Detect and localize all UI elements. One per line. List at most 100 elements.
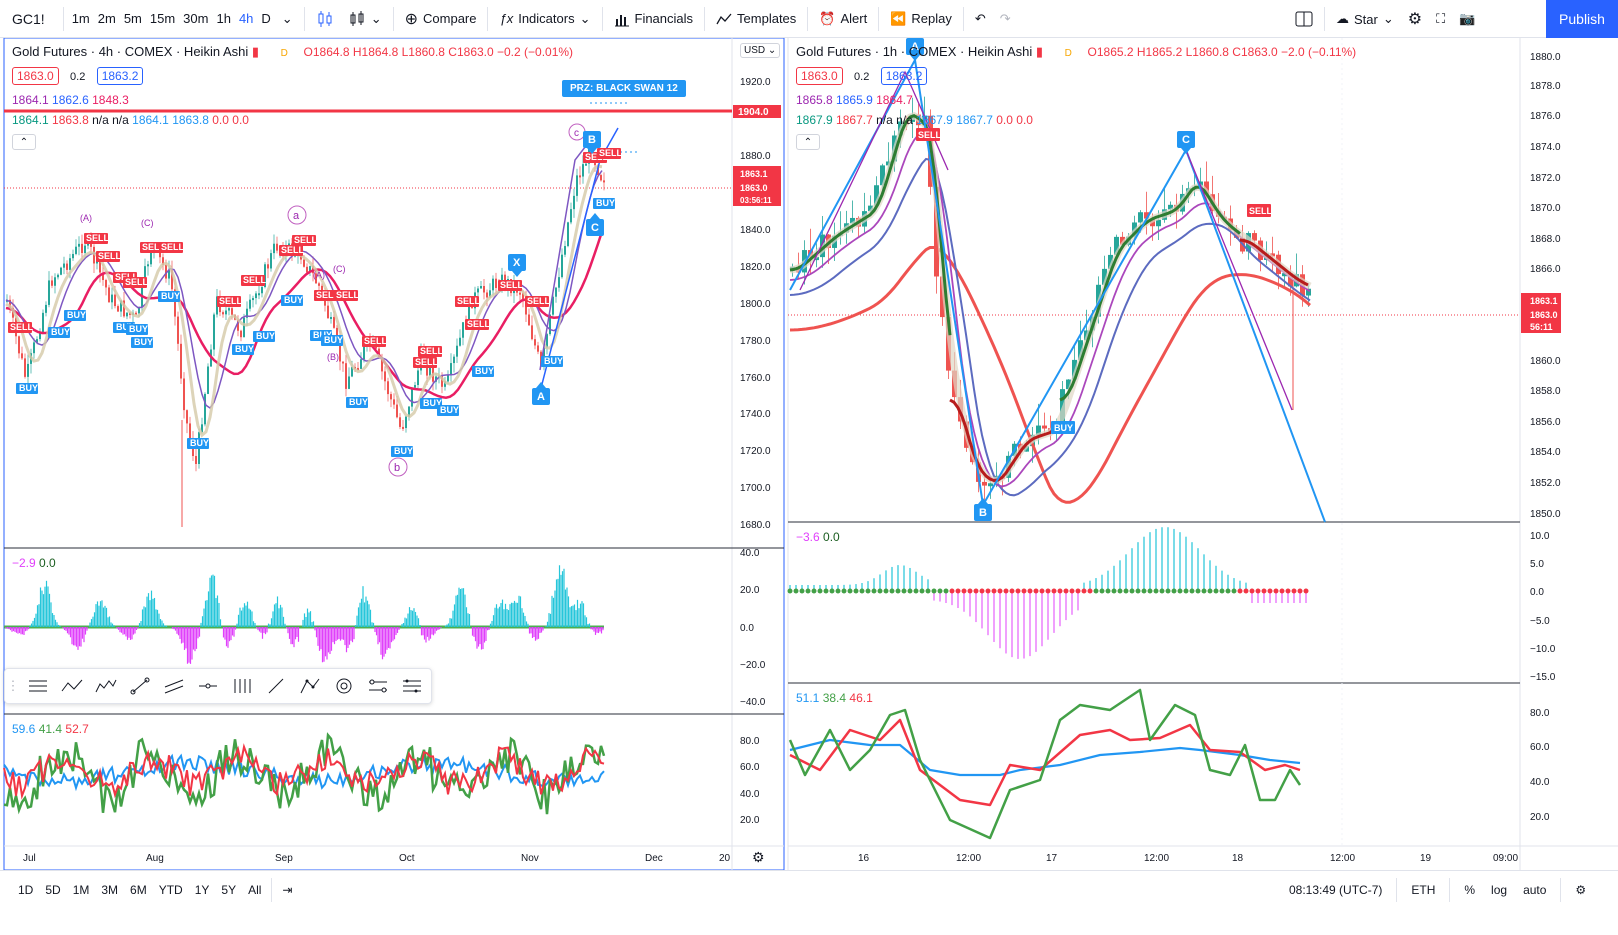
goto-date-button[interactable]: ⇥	[276, 883, 298, 897]
elliott-wave-tool[interactable]	[89, 671, 123, 701]
interval-1m[interactable]: 1m	[71, 11, 90, 26]
collapse-legend-button[interactable]: ⌃	[796, 134, 820, 150]
candle	[180, 343, 182, 379]
range-1m[interactable]: 1M	[72, 882, 90, 897]
range-1d[interactable]: 1D	[18, 882, 34, 897]
log-toggle[interactable]: log	[1491, 882, 1508, 897]
interval-5m[interactable]: 5m	[123, 11, 142, 26]
currency-button[interactable]: USD ⌄	[740, 43, 781, 58]
axis-label: 60.0	[740, 762, 760, 773]
interval-4h[interactable]: 4h	[238, 11, 254, 26]
candle	[42, 312, 44, 333]
ma-value: 1867.7	[956, 113, 993, 127]
line-tool[interactable]	[259, 671, 293, 701]
range-1y[interactable]: 1Y	[194, 882, 210, 897]
settings-button[interactable]: ⚙	[1569, 883, 1592, 897]
candle	[456, 345, 458, 357]
templates-button[interactable]: Templates	[709, 4, 803, 34]
auto-toggle[interactable]: auto	[1523, 882, 1547, 897]
interval-dropdown[interactable]: ⌄	[275, 4, 300, 34]
axis-label: 1852.0	[1530, 478, 1561, 489]
left-bid[interactable]: 1863.0	[12, 67, 59, 85]
pitchfork-tool[interactable]	[293, 671, 327, 701]
pattern-point-pointer	[910, 55, 920, 61]
charts-area[interactable]: 1920.01904.01880.01863.11863.003:56:1118…	[0, 38, 1618, 870]
zero-dot	[1093, 588, 1099, 594]
ruler-tool[interactable]	[361, 671, 395, 701]
clock[interactable]: 08:13:49 (UTC-7)	[1289, 882, 1383, 897]
layout-button[interactable]	[1288, 4, 1320, 34]
range-5d[interactable]: 5D	[45, 882, 61, 897]
drag-handle-icon[interactable]: ⋮	[6, 678, 20, 693]
sell-signal: SELL	[420, 346, 444, 356]
axis-label: 1868.0	[1530, 234, 1561, 245]
interval-2m[interactable]: 2m	[97, 11, 116, 26]
undo-icon: ↶	[974, 10, 986, 26]
interval-30m[interactable]: 30m	[183, 11, 209, 26]
compare-button[interactable]: ⊕ Compare	[398, 4, 484, 34]
pattern-point-label: B	[588, 134, 596, 146]
chart-type-button[interactable]: ⌄	[341, 4, 389, 34]
undo-button[interactable]: ↶	[968, 4, 993, 34]
zero-dot	[1015, 588, 1021, 594]
collapse-legend-button[interactable]: ⌃	[12, 134, 36, 150]
horizontal-ray-tool[interactable]	[191, 671, 225, 701]
left-osc-legend: −2.9 0.0	[12, 556, 56, 570]
redo-button[interactable]: ↷	[993, 4, 1018, 34]
channel-tool[interactable]	[157, 671, 191, 701]
zero-dot	[1063, 588, 1069, 594]
zero-dot	[1003, 588, 1009, 594]
candle	[850, 217, 855, 224]
zero-dot	[901, 588, 907, 594]
range-3m[interactable]: 3M	[101, 882, 119, 897]
gann-tool[interactable]	[327, 671, 361, 701]
zero-dot	[865, 588, 871, 594]
candle	[387, 381, 389, 395]
rsi-value: 41.4	[38, 722, 63, 736]
fib-tool[interactable]	[225, 671, 259, 701]
financials-button[interactable]: Financials	[607, 4, 701, 34]
interval-d[interactable]: D	[261, 11, 271, 26]
zero-dot	[919, 588, 925, 594]
sell-signal: SELL	[10, 322, 34, 332]
sell-signal: SELL	[125, 277, 149, 287]
buy-signal: BUY	[19, 383, 38, 393]
star-button[interactable]: ☁ Star ⌄	[1329, 4, 1401, 34]
oscillator-line	[3, 732, 606, 815]
range-all[interactable]: All	[248, 882, 262, 897]
zero-dot	[1261, 588, 1267, 594]
interval-1h[interactable]: 1h	[216, 11, 231, 26]
candle	[874, 185, 879, 206]
zero-dot	[853, 588, 859, 594]
bar-style-button[interactable]	[309, 4, 341, 34]
range-5y[interactable]: 5Y	[221, 882, 237, 897]
range-tool[interactable]	[395, 671, 429, 701]
zero-dot	[1279, 588, 1285, 594]
fullscreen-button[interactable]: ⛶	[1429, 4, 1452, 34]
range-6m[interactable]: 6M	[130, 882, 147, 897]
osc-value: −3.6	[796, 530, 820, 544]
indicators-button[interactable]: ƒx Indicators ⌄	[492, 4, 597, 34]
horizontal-lines-tool[interactable]	[21, 671, 55, 701]
range-ytd[interactable]: YTD	[158, 882, 183, 897]
axis-label: 40.0	[740, 789, 760, 800]
publish-button[interactable]: Publish	[1546, 0, 1618, 38]
settings-button[interactable]: ⚙	[1401, 4, 1429, 34]
percent-toggle[interactable]: %	[1464, 882, 1476, 897]
replay-button[interactable]: ⏪ Replay	[883, 4, 959, 34]
trend-line-tool[interactable]	[123, 671, 157, 701]
left-ask[interactable]: 1863.2	[96, 67, 144, 85]
candle	[243, 317, 245, 338]
session-button[interactable]: ETH	[1411, 882, 1436, 897]
candle	[561, 254, 563, 278]
axis-label: 1720.0	[740, 446, 771, 457]
abcd-pattern-tool[interactable]	[55, 671, 89, 701]
right-ask[interactable]: 1863.2	[880, 67, 928, 85]
pattern-line	[789, 56, 1326, 523]
bottom-right: 08:13:49 (UTC-7) ETH % log auto ⚙	[1283, 877, 1592, 902]
interval-15m[interactable]: 15m	[149, 11, 176, 26]
snapshot-button[interactable]: 📷	[1452, 4, 1482, 34]
symbol-search[interactable]: GC1!	[12, 10, 45, 27]
alert-button[interactable]: ⏰ Alert	[812, 4, 874, 34]
right-bid[interactable]: 1863.0	[796, 67, 843, 85]
